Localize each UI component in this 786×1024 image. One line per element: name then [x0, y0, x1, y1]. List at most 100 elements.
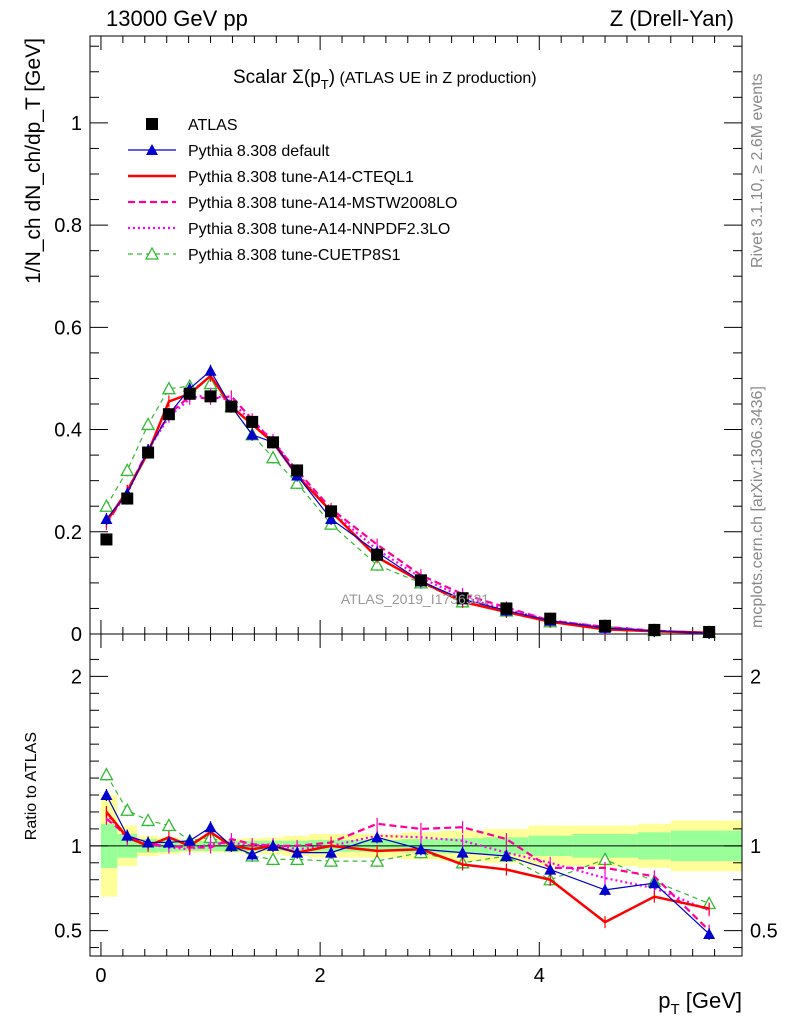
- x-axis-title-unit: [GeV]: [680, 988, 742, 1013]
- x-axis-title-main: p: [658, 988, 670, 1013]
- plot-title-sub: T: [321, 77, 329, 92]
- ratio-point-default: [291, 846, 304, 858]
- main-point-cuetp: [370, 557, 385, 571]
- ratio-point-default: [121, 829, 134, 841]
- ratio-point-cuetp: [161, 818, 176, 832]
- main-point-data: [414, 574, 427, 587]
- ratio-point-default: [599, 883, 612, 895]
- main-point-data: [162, 408, 175, 421]
- ratio-point-default: [142, 836, 155, 848]
- legend-label-data: ATLAS: [188, 117, 238, 134]
- main-point-data: [291, 464, 304, 477]
- main-point-data: [183, 387, 196, 400]
- main-point-data: [225, 400, 238, 413]
- main-point-data: [703, 625, 716, 638]
- ratio-point-default: [456, 846, 469, 858]
- ratio-plot-frame: [89, 633, 743, 957]
- legend-label-nnpdf: Pythia 8.308 tune-A14-NNPDF2.3LO: [188, 221, 450, 238]
- plot-title-main: Scalar Σ(p: [233, 67, 321, 88]
- axes: [89, 35, 743, 957]
- analysis-watermark: ATLAS_2019_I1736531: [341, 591, 490, 607]
- ratio-point-cuetp: [120, 802, 135, 816]
- main-point-data: [204, 390, 217, 403]
- ratio-point-default: [544, 863, 557, 875]
- main-point-default: [325, 513, 338, 524]
- main-y-tick-label: 0: [71, 624, 82, 646]
- main-point-data: [266, 436, 279, 449]
- main-point-data: [500, 602, 513, 615]
- ratio-point-default: [414, 843, 427, 855]
- main-point-cuetp: [290, 475, 305, 489]
- ratio-point-default: [371, 831, 384, 843]
- main-point-data: [544, 612, 557, 625]
- main-point-data: [142, 446, 155, 459]
- legend-marker-default: [146, 144, 158, 155]
- main-point-data: [599, 619, 612, 632]
- main-point-data: [121, 492, 134, 505]
- main-point-cuetp: [265, 450, 281, 464]
- legend-label-default: Pythia 8.308 default: [188, 143, 330, 160]
- ratio-point-default: [225, 839, 238, 851]
- ratio-y-tick-label-left: 1: [71, 836, 82, 858]
- legend-label-cuetp: Pythia 8.308 tune-CUETP8S1: [188, 247, 401, 264]
- main-point-cuetp: [161, 381, 176, 395]
- main-point-default: [204, 364, 217, 376]
- ratio-y-tick-label-right: 1: [750, 836, 761, 858]
- ratio-point-default: [246, 848, 259, 860]
- ratio-point-cuetp: [265, 852, 281, 866]
- main-point-data: [371, 548, 384, 561]
- ratio-point-default: [183, 834, 196, 846]
- ratio-point-default: [648, 877, 661, 889]
- ratio-point-cuetp: [290, 852, 305, 866]
- ratio-y-tick-label-left: 0.5: [54, 921, 82, 943]
- x-tick-label: 0: [95, 965, 106, 987]
- ratio-point-default: [703, 927, 716, 939]
- legend-label-mstw: Pythia 8.308 tune-A14-MSTW2008LO: [188, 195, 457, 212]
- x-tick-label: 4: [534, 965, 545, 987]
- main-point-cuetp: [140, 417, 156, 431]
- x-axis-title-sub: T: [670, 1001, 679, 1018]
- main-y-tick-label: 0.2: [54, 522, 82, 544]
- plot-title: Scalar Σ(pT) (ATLAS UE in Z production): [233, 67, 537, 92]
- ratio-y-tick-label-right: 2: [750, 666, 761, 688]
- series-layer: [99, 364, 717, 940]
- ratio-uncertainty-bands: [90, 795, 742, 897]
- main-point-data: [325, 505, 338, 518]
- header-process: Z (Drell-Yan): [609, 6, 734, 31]
- main-y-tick-label: 0.6: [54, 317, 82, 339]
- plot-title-suffix: (ATLAS UE in Z production): [335, 70, 537, 87]
- x-tick-label: 2: [315, 965, 326, 987]
- legend-marker-cuetp: [144, 246, 160, 260]
- main-point-data: [246, 415, 259, 428]
- y-axis-title: 1/N_ch dN_ch/dp_T [GeV]: [22, 38, 45, 284]
- main-point-cuetp: [120, 463, 135, 477]
- ratio-point-default: [100, 789, 113, 800]
- legend-marker-data: [146, 118, 158, 130]
- main-point-default: [246, 428, 259, 440]
- ratio-point-cuetp: [140, 813, 156, 827]
- ratio-point-cuetp: [370, 853, 385, 867]
- ratio-y-tick-label-left: 2: [71, 666, 82, 688]
- main-point-data: [456, 592, 469, 605]
- text-layer: 00.20.40.60.810.5 0.51 12 20 2 4pT [GeV]1/N_c…: [22, 38, 778, 1018]
- ratio-point-cuetp: [323, 853, 339, 867]
- header-energy: 13000 GeV pp: [106, 6, 248, 31]
- main-point-cuetp: [99, 498, 114, 512]
- ratio-y-tick-label-right: 0.5: [750, 921, 778, 943]
- main-point-data: [100, 533, 113, 546]
- main-y-tick-label: 1: [71, 113, 82, 135]
- main-point-default: [100, 513, 113, 524]
- ratio-y-axis-title: Ratio to ATLAS: [23, 732, 40, 840]
- main-y-tick-label: 0.4: [54, 420, 82, 442]
- main-y-tick-label: 0.8: [54, 215, 82, 237]
- legend-label-a14cteq: Pythia 8.308 tune-A14-CTEQL1: [188, 169, 414, 186]
- ratio-point-default: [162, 836, 175, 848]
- plot-title-close: ): [329, 67, 335, 88]
- ratio-point-default: [266, 839, 279, 851]
- ratio-point-cuetp: [99, 767, 114, 781]
- ratio-point-default: [204, 821, 217, 833]
- main-point-data: [648, 623, 661, 636]
- x-axis-title: pT [GeV]: [658, 988, 742, 1018]
- ratio-point-default: [500, 850, 513, 862]
